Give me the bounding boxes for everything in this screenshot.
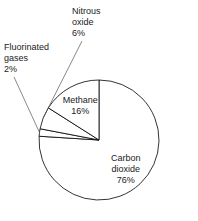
leader-line [14,77,39,132]
slices [39,80,159,200]
chart: Carbondioxide76% Fluorinatedgases2% Nitrou… [0,0,198,221]
slice-label: Methane [63,95,98,105]
data-label: 2% [4,64,17,74]
slice-label: Carbondioxide [111,153,141,174]
data-label: 16% [71,106,89,116]
pie-slice [39,80,159,200]
chart-container: Carbondioxide76% Fluorinatedgases2% Nitrou… [0,0,198,221]
data-label: 76% [117,175,135,185]
data-label: 6% [72,28,85,38]
pie-slice [48,80,99,140]
slice-label: Nitrousoxide [72,6,101,27]
labels: Carbondioxide76% Fluorinatedgases2% Nitrou… [4,6,140,185]
slice-label: Fluorinatedgases [4,42,49,63]
